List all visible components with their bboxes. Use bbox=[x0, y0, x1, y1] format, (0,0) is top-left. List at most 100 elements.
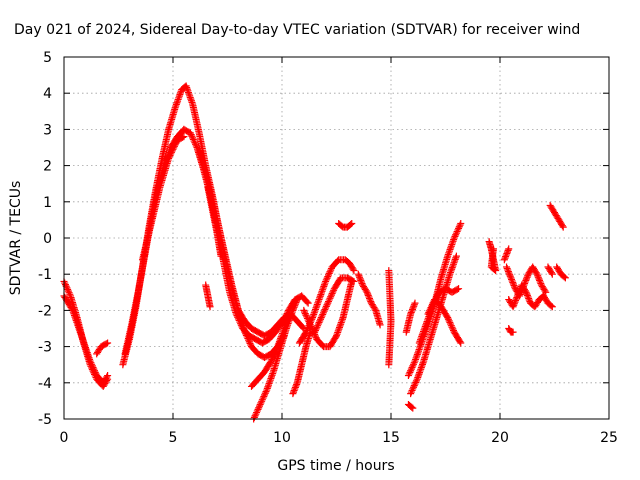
data-point bbox=[325, 269, 333, 277]
data-point bbox=[300, 306, 308, 314]
data-point bbox=[61, 279, 69, 287]
data-point bbox=[307, 322, 315, 330]
data-point bbox=[325, 271, 333, 279]
data-point bbox=[503, 265, 511, 273]
data-point bbox=[322, 277, 330, 285]
series-rise-c bbox=[138, 133, 188, 264]
data-point bbox=[451, 232, 459, 240]
data-point bbox=[457, 339, 465, 347]
series-arc-1c bbox=[93, 339, 112, 358]
series-arc-2f bbox=[404, 401, 417, 412]
data-point bbox=[426, 305, 434, 313]
data-point bbox=[511, 298, 519, 306]
series-loop-c bbox=[311, 274, 358, 336]
data-point bbox=[512, 295, 520, 303]
data-point bbox=[558, 222, 566, 230]
x-tick-label: 20 bbox=[491, 430, 509, 446]
data-point bbox=[180, 133, 188, 141]
data-point bbox=[509, 328, 517, 336]
data-point bbox=[411, 299, 419, 307]
data-point bbox=[376, 321, 384, 329]
data-point bbox=[63, 284, 71, 292]
series-arc-1b bbox=[60, 292, 112, 387]
data-point bbox=[314, 320, 322, 328]
data-point bbox=[168, 148, 176, 156]
data-point bbox=[542, 288, 550, 296]
data-point bbox=[90, 365, 98, 373]
series-fall-d bbox=[204, 183, 225, 260]
series-isolated-a bbox=[335, 220, 356, 231]
data-point bbox=[509, 280, 517, 288]
y-tick-label: 5 bbox=[43, 50, 52, 66]
data-point bbox=[290, 388, 298, 396]
data-point bbox=[320, 307, 328, 315]
data-point bbox=[306, 321, 314, 329]
data-point bbox=[408, 364, 416, 372]
data-point bbox=[452, 252, 460, 260]
data-point bbox=[322, 302, 330, 310]
data-point bbox=[548, 270, 556, 278]
x-tick-label: 0 bbox=[60, 430, 69, 446]
data-point bbox=[192, 140, 200, 148]
data-point bbox=[61, 281, 69, 289]
data-point bbox=[166, 151, 174, 159]
data-point bbox=[293, 380, 301, 388]
data-point bbox=[536, 276, 544, 284]
data-point bbox=[261, 391, 269, 399]
data-point bbox=[170, 142, 178, 150]
data-point bbox=[409, 385, 417, 393]
data-point bbox=[515, 289, 523, 297]
data-point bbox=[503, 263, 511, 271]
data-point bbox=[405, 370, 413, 378]
x-axis-label: GPS time / hours bbox=[277, 458, 394, 474]
data-point bbox=[278, 321, 286, 329]
data-point bbox=[385, 361, 393, 369]
data-point bbox=[303, 298, 311, 306]
data-point bbox=[244, 335, 252, 343]
data-point bbox=[88, 360, 96, 368]
data-point bbox=[521, 287, 529, 295]
data-point bbox=[448, 323, 456, 331]
data-point bbox=[217, 252, 225, 260]
data-point bbox=[412, 378, 420, 386]
data-point bbox=[509, 303, 517, 311]
data-point bbox=[324, 299, 332, 307]
data-point bbox=[269, 354, 277, 362]
data-point bbox=[505, 269, 513, 277]
data-point bbox=[261, 389, 269, 397]
data-point bbox=[514, 290, 522, 298]
data-point bbox=[523, 273, 531, 281]
series-arc-2d bbox=[424, 296, 465, 347]
series-arc-2e bbox=[402, 299, 419, 336]
data-point bbox=[358, 280, 366, 288]
x-tick-label: 15 bbox=[382, 430, 400, 446]
data-point bbox=[525, 296, 533, 304]
data-point bbox=[169, 145, 177, 153]
data-point bbox=[167, 150, 175, 158]
data-point bbox=[170, 144, 178, 152]
data-point bbox=[404, 372, 412, 380]
data-point bbox=[534, 272, 542, 280]
data-point bbox=[250, 413, 258, 421]
data-point bbox=[321, 306, 329, 314]
data-point bbox=[327, 291, 335, 299]
data-point bbox=[412, 377, 420, 385]
data-point bbox=[455, 223, 463, 231]
data-point bbox=[444, 314, 452, 322]
data-point bbox=[316, 317, 324, 325]
data-point bbox=[456, 338, 464, 346]
data-point bbox=[515, 287, 523, 295]
x-tick-label: 25 bbox=[600, 430, 618, 446]
data-point bbox=[407, 310, 415, 318]
data-point bbox=[189, 134, 197, 142]
data-point bbox=[364, 290, 372, 298]
data-point bbox=[303, 313, 311, 321]
data-point bbox=[349, 265, 357, 273]
data-point bbox=[426, 307, 434, 315]
data-point bbox=[509, 278, 517, 286]
data-point bbox=[524, 293, 532, 301]
data-point bbox=[502, 253, 510, 261]
data-point bbox=[521, 278, 529, 286]
data-point bbox=[303, 325, 311, 333]
data-point bbox=[409, 404, 417, 412]
